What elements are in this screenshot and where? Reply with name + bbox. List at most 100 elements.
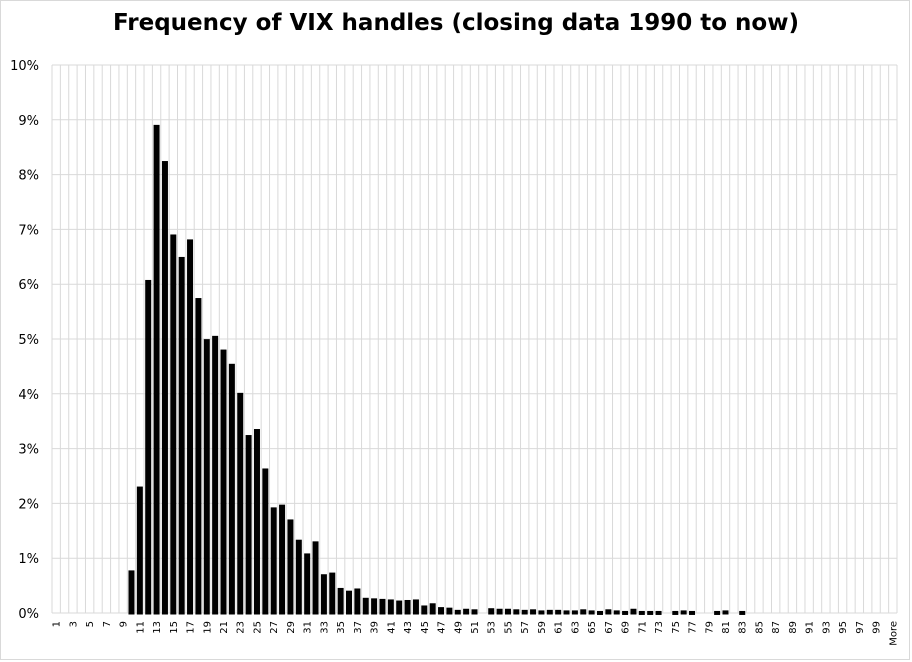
bar (588, 610, 595, 615)
x-tick-label: 69 (621, 621, 632, 634)
bar (145, 279, 152, 615)
bar (571, 610, 578, 615)
x-tick-label: 41 (386, 621, 397, 634)
x-tick-label: 95 (838, 621, 849, 634)
bar (270, 507, 277, 615)
bar (396, 600, 403, 615)
bar (203, 339, 210, 615)
x-tick-label: 55 (503, 621, 514, 634)
bar (412, 599, 419, 615)
x-tick-label: 59 (537, 621, 548, 634)
x-tick-label: 29 (286, 621, 297, 634)
x-tick-label: 99 (872, 621, 883, 634)
bar (379, 598, 386, 615)
x-tick-label: 97 (855, 621, 866, 634)
bar (279, 504, 286, 615)
bars (128, 124, 746, 615)
bar (672, 610, 679, 615)
x-tick-label: 53 (487, 621, 498, 634)
y-tick-label: 8% (18, 169, 39, 184)
bar (170, 234, 177, 615)
bar (128, 570, 135, 615)
bar (429, 603, 436, 615)
bar (722, 610, 729, 615)
x-tick-label: 57 (520, 621, 531, 634)
bar (228, 363, 235, 615)
x-tick-label: 85 (754, 621, 765, 634)
x-tick-label: 71 (637, 621, 648, 634)
bar (253, 429, 260, 615)
bar (597, 610, 603, 615)
x-tick-label: 37 (353, 621, 364, 634)
bar (362, 597, 369, 615)
x-tick-label: 13 (152, 621, 163, 634)
x-tick-label: 27 (269, 621, 280, 634)
bar (513, 609, 520, 615)
y-tick-label: 0% (18, 607, 39, 622)
bar (538, 610, 545, 615)
x-tick-label: 77 (688, 621, 699, 634)
x-tick-label: 83 (738, 621, 749, 634)
x-tick-label: 67 (604, 621, 615, 634)
x-tick-label: 39 (370, 621, 381, 634)
bar (521, 609, 528, 615)
bar (471, 609, 478, 615)
bar (153, 124, 160, 615)
y-tick-label: 9% (18, 114, 39, 129)
x-tick-label: 33 (319, 621, 330, 634)
bar (454, 609, 461, 615)
x-tick-label: 45 (420, 621, 431, 634)
bar (136, 486, 143, 615)
bar (312, 541, 319, 615)
bar (195, 298, 202, 615)
bar (387, 599, 394, 615)
bar (563, 610, 570, 615)
bar (404, 599, 411, 615)
bar (714, 610, 721, 615)
x-tick-label: 17 (186, 621, 197, 634)
x-tick-label: 93 (821, 621, 832, 634)
x-tick-label: 63 (570, 621, 581, 634)
x-tick-label: 1 (52, 621, 63, 627)
y-tick-label: 6% (18, 278, 39, 293)
x-tick-label: 25 (252, 621, 263, 634)
bar (304, 553, 311, 615)
bar (446, 607, 453, 615)
x-tick-label: 31 (303, 621, 314, 634)
bar (555, 609, 562, 615)
bar (295, 539, 302, 615)
bar (504, 608, 511, 615)
bar (287, 519, 294, 615)
bar (680, 610, 687, 615)
x-axis-ticks: 1 3 5 7 9 11 13 15 17 19 21 23 25 27 29 31 33 35 37 39 41 43 4… (52, 621, 900, 646)
x-tick-label: 35 (336, 621, 347, 634)
bar (212, 335, 219, 615)
x-tick-label: 75 (671, 621, 682, 634)
x-tick-label: 81 (721, 621, 732, 634)
bar (613, 610, 620, 615)
x-tick-label: 79 (704, 621, 715, 634)
bar (605, 609, 612, 615)
x-tick-label: 51 (470, 621, 481, 634)
x-tick-label: 91 (805, 621, 816, 634)
x-tick-label: 3 (68, 621, 79, 627)
y-axis-ticks: 0% 1% 2% 3% 4% 5% 6% 7% 8% 9% 10% (10, 59, 39, 622)
x-tick-label: 61 (554, 621, 565, 634)
x-tick-label: 65 (587, 621, 598, 634)
bar (354, 588, 361, 615)
x-tick-label: 19 (202, 621, 213, 634)
bar (496, 608, 503, 615)
bar (421, 605, 428, 615)
x-tick-label: 47 (437, 621, 448, 634)
bar (463, 608, 470, 615)
y-tick-label: 7% (18, 223, 39, 238)
y-tick-label: 4% (18, 388, 39, 403)
bar (530, 609, 537, 615)
x-tick-label: 21 (219, 621, 230, 634)
bar (337, 587, 344, 615)
bar (488, 608, 495, 615)
x-tick-label: 73 (654, 621, 665, 634)
bar (655, 610, 662, 615)
